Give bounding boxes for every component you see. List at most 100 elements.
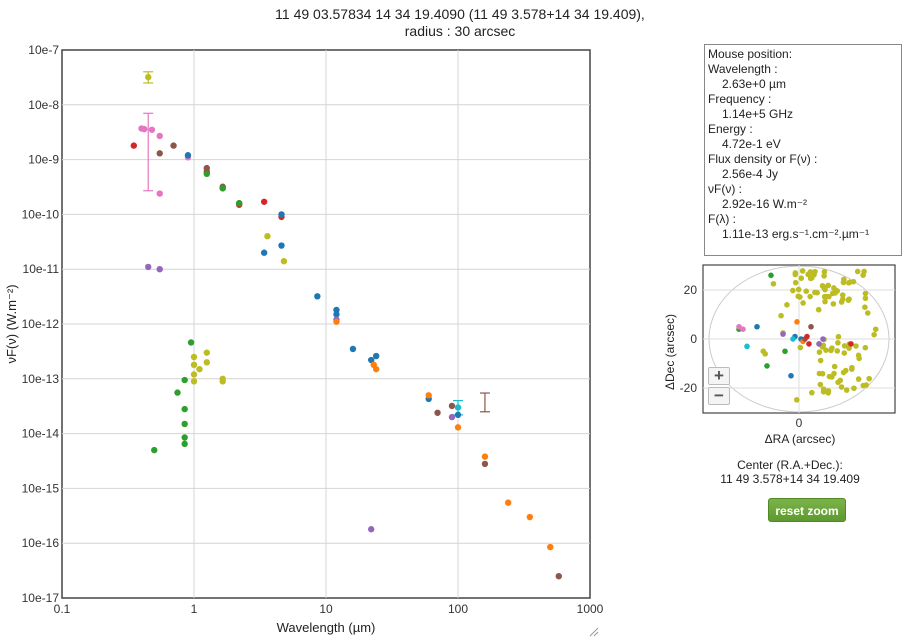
x-axis-label: Wavelength (µm): [277, 620, 376, 635]
data-point: [454, 424, 462, 431]
energy-label: Energy :: [708, 122, 753, 136]
nufnu-value: 2.92e-16 W.m⁻²: [722, 197, 808, 211]
flambda-value: 1.11e-13 erg.s⁻¹.cm⁻².µm⁻¹: [722, 227, 870, 241]
mouse-heading: Mouse position:: [708, 47, 793, 61]
sky-point: [823, 347, 829, 353]
data-point: [434, 409, 441, 416]
sky-point: [837, 377, 844, 384]
data-point: [181, 434, 188, 441]
data-point: [190, 371, 198, 378]
sky-point: [823, 293, 830, 300]
sky-point: [807, 293, 813, 300]
data-point: [151, 446, 158, 454]
zoom-out-button[interactable]: −: [708, 387, 730, 405]
y-tick-label: 10e-15: [22, 481, 60, 495]
sky-point: [790, 287, 796, 294]
y-tick-label: 10e-14: [22, 427, 60, 441]
data-point: [314, 293, 321, 300]
data-point: [190, 378, 198, 385]
data-point: [156, 132, 163, 140]
data-point: [260, 249, 268, 256]
sky-point: [848, 341, 854, 347]
sky-point: [826, 373, 833, 380]
data-point: [156, 150, 163, 157]
data-point: [367, 356, 375, 364]
sky-point: [744, 343, 750, 350]
sky-point: [864, 310, 871, 316]
data-point: [454, 404, 462, 411]
data-point: [504, 499, 512, 506]
sky-point: [843, 387, 850, 393]
data-point: [203, 349, 210, 356]
sky-point: [835, 339, 841, 346]
data-point: [448, 402, 456, 410]
sky-point: [804, 333, 810, 340]
data-point: [367, 526, 375, 533]
sky-point: [841, 343, 848, 349]
data-point: [184, 152, 192, 159]
sky-point: [816, 341, 822, 347]
sky-x-tick-label: 0: [796, 416, 803, 430]
sky-point: [830, 301, 837, 307]
sky-point: [820, 386, 827, 393]
sky-point: [862, 304, 868, 311]
sky-point: [839, 296, 846, 303]
sky-point: [821, 273, 827, 279]
x-tick-label: 0.1: [54, 602, 71, 616]
data-point: [333, 318, 340, 325]
sky-point: [835, 333, 842, 340]
y-tick-label: 10e-16: [22, 536, 60, 550]
resize-handle-icon[interactable]: [589, 627, 599, 637]
data-point: [278, 211, 285, 218]
sky-y-tick-label: 20: [684, 283, 698, 297]
sky-point: [834, 348, 841, 354]
sky-point: [854, 268, 861, 275]
sky-point: [792, 270, 799, 276]
data-point: [454, 411, 462, 419]
y-tick-label: 10e-12: [22, 317, 60, 331]
sky-point: [825, 390, 832, 396]
y-tick-label: 10e-9: [28, 153, 59, 167]
sky-point: [817, 381, 824, 388]
data-point: [196, 365, 203, 373]
y-tick-label: 10e-8: [28, 98, 59, 112]
sky-point: [817, 357, 824, 364]
sky-point: [760, 348, 767, 355]
chart-title: 11 49 03.57834 14 34 19.4090 (11 49 3.57…: [200, 6, 720, 40]
x-tick-label: 10: [319, 602, 333, 616]
sky-point: [846, 296, 852, 302]
data-point: [181, 376, 188, 384]
sky-point: [819, 370, 826, 377]
sky-point: [798, 275, 805, 281]
sky-point: [782, 348, 788, 355]
title-line-2: radius : 30 arcsec: [404, 23, 516, 39]
x-tick-label: 1000: [577, 602, 604, 616]
flux-value: 2.56e-4 Jy: [722, 167, 779, 181]
sky-point: [736, 323, 742, 330]
sky-point: [840, 369, 847, 376]
x-tick-label: 100: [448, 602, 468, 616]
data-point: [203, 170, 210, 178]
data-point: [372, 365, 380, 373]
zoom-in-button[interactable]: +: [708, 367, 730, 385]
sky-point: [807, 275, 814, 282]
data-point: [190, 353, 198, 361]
sky-point: [778, 312, 784, 319]
error-bars: [143, 71, 490, 416]
data-point: [190, 361, 198, 369]
x-axis-ticks: 0.1 1 10 100 1000: [54, 602, 604, 616]
sky-point: [820, 336, 826, 342]
data-point: [156, 266, 163, 273]
data-point: [235, 200, 243, 207]
data-point: [181, 405, 188, 413]
sky-point: [841, 276, 847, 283]
sky-point: [768, 272, 774, 279]
wavelength-value: 2.63e+0 µm: [722, 77, 786, 91]
sky-y-axis-label: ΔDec (arcsec): [663, 313, 677, 391]
reset-zoom-button[interactable]: reset zoom: [768, 498, 846, 522]
sky-point: [846, 345, 852, 351]
sky-point: [853, 343, 859, 349]
sky-point: [871, 331, 877, 338]
sky-point: [764, 363, 770, 369]
